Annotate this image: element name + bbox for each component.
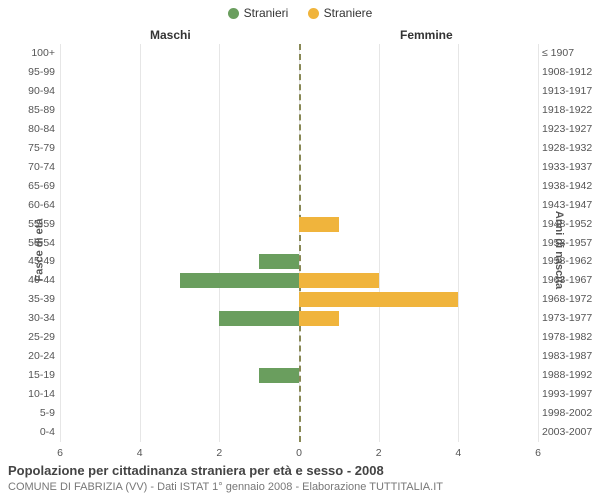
x-tick: 6 — [57, 447, 63, 459]
plot-area: 6420246100+≤ 190795-991908-191290-941913… — [60, 44, 538, 442]
legend: Stranieri Straniere — [0, 6, 600, 22]
y-tick-age: 80-84 — [0, 123, 55, 135]
y-tick-birth: 1948-1952 — [542, 218, 592, 230]
y-tick-birth: 1998-2002 — [542, 407, 592, 419]
y-tick-age: 60-64 — [0, 199, 55, 211]
y-tick-birth: 1983-1987 — [542, 350, 592, 362]
age-row: 35-391968-1972 — [60, 290, 538, 309]
age-row: 50-541953-1957 — [60, 234, 538, 253]
y-tick-age: 85-89 — [0, 104, 55, 116]
y-tick-birth: 1973-1977 — [542, 312, 592, 324]
age-row: 95-991908-1912 — [60, 63, 538, 82]
y-tick-birth: 2003-2007 — [542, 426, 592, 438]
y-tick-birth: 1933-1937 — [542, 161, 592, 173]
age-row: 75-791928-1932 — [60, 139, 538, 158]
bar-male — [180, 273, 300, 288]
x-tick: 4 — [137, 447, 143, 459]
age-row: 65-691938-1942 — [60, 177, 538, 196]
y-tick-age: 45-49 — [0, 255, 55, 267]
y-tick-age: 95-99 — [0, 66, 55, 78]
bar-male — [219, 311, 299, 326]
age-row: 20-241983-1987 — [60, 347, 538, 366]
y-tick-age: 40-44 — [0, 274, 55, 286]
age-row: 90-941913-1917 — [60, 82, 538, 101]
legend-swatch-male — [228, 8, 239, 19]
y-tick-age: 75-79 — [0, 142, 55, 154]
bar-female — [299, 292, 458, 307]
column-header-female: Femmine — [400, 28, 453, 42]
y-tick-age: 30-34 — [0, 312, 55, 324]
y-tick-age: 35-39 — [0, 293, 55, 305]
age-row: 80-841923-1927 — [60, 120, 538, 139]
y-tick-age: 50-54 — [0, 237, 55, 249]
legend-label-male: Stranieri — [244, 6, 289, 20]
y-tick-age: 25-29 — [0, 331, 55, 343]
population-pyramid-chart: Stranieri Straniere Maschi Femmine Fasce… — [0, 0, 600, 500]
legend-label-female: Straniere — [324, 6, 373, 20]
x-tick: 2 — [216, 447, 222, 459]
x-tick: 0 — [296, 447, 302, 459]
y-tick-age: 90-94 — [0, 85, 55, 97]
age-row: 70-741933-1937 — [60, 158, 538, 177]
legend-item-male: Stranieri — [228, 6, 289, 20]
y-tick-age: 70-74 — [0, 161, 55, 173]
y-tick-birth: 1918-1922 — [542, 104, 592, 116]
y-tick-birth: 1943-1947 — [542, 199, 592, 211]
bar-female — [299, 273, 379, 288]
y-tick-birth: 1953-1957 — [542, 237, 592, 249]
y-tick-birth: ≤ 1907 — [542, 47, 574, 59]
column-header-male: Maschi — [150, 28, 191, 42]
y-tick-birth: 1978-1982 — [542, 331, 592, 343]
y-tick-birth: 1913-1917 — [542, 85, 592, 97]
age-row: 45-491958-1962 — [60, 252, 538, 271]
bar-male — [259, 254, 299, 269]
y-tick-birth: 1938-1942 — [542, 180, 592, 192]
age-row: 55-591948-1952 — [60, 215, 538, 234]
x-tick: 2 — [376, 447, 382, 459]
legend-item-female: Straniere — [308, 6, 373, 20]
y-tick-age: 55-59 — [0, 218, 55, 230]
y-tick-birth: 1958-1962 — [542, 255, 592, 267]
y-tick-birth: 1968-1972 — [542, 293, 592, 305]
y-tick-age: 0-4 — [0, 426, 55, 438]
gridline — [538, 44, 539, 442]
y-tick-birth: 1928-1932 — [542, 142, 592, 154]
y-tick-age: 65-69 — [0, 180, 55, 192]
y-tick-birth: 1963-1967 — [542, 274, 592, 286]
bar-male — [259, 368, 299, 383]
age-row: 15-191988-1992 — [60, 366, 538, 385]
legend-swatch-female — [308, 8, 319, 19]
chart-title: Popolazione per cittadinanza straniera p… — [8, 463, 384, 478]
age-row: 5-91998-2002 — [60, 404, 538, 423]
y-tick-birth: 1923-1927 — [542, 123, 592, 135]
y-tick-birth: 1988-1992 — [542, 369, 592, 381]
y-tick-age: 10-14 — [0, 388, 55, 400]
chart-subtitle: COMUNE DI FABRIZIA (VV) - Dati ISTAT 1° … — [8, 481, 443, 493]
age-row: 25-291978-1982 — [60, 328, 538, 347]
x-tick: 6 — [535, 447, 541, 459]
y-tick-age: 15-19 — [0, 369, 55, 381]
y-tick-birth: 1993-1997 — [542, 388, 592, 400]
age-row: 85-891918-1922 — [60, 101, 538, 120]
y-tick-age: 5-9 — [0, 407, 55, 419]
age-row: 10-141993-1997 — [60, 385, 538, 404]
y-tick-age: 20-24 — [0, 350, 55, 362]
age-row: 60-641943-1947 — [60, 196, 538, 215]
age-row: 40-441963-1967 — [60, 271, 538, 290]
age-row: 0-42003-2007 — [60, 423, 538, 442]
bar-female — [299, 311, 339, 326]
y-tick-birth: 1908-1912 — [542, 66, 592, 78]
y-tick-age: 100+ — [0, 47, 55, 59]
bar-female — [299, 217, 339, 232]
x-tick: 4 — [455, 447, 461, 459]
age-row: 30-341973-1977 — [60, 309, 538, 328]
age-row: 100+≤ 1907 — [60, 44, 538, 63]
